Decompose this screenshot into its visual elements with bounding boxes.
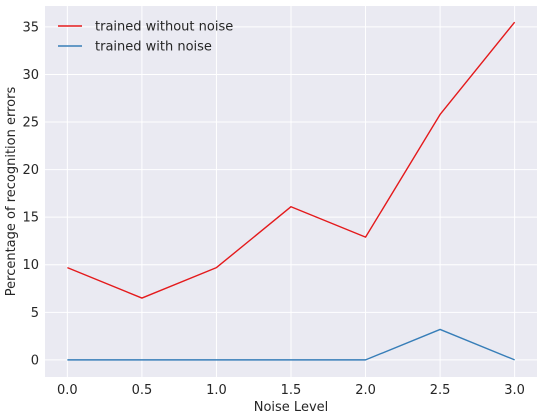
x-tick-label: 1.0 — [206, 383, 227, 398]
y-tick-label: 20 — [22, 163, 39, 178]
x-axis-label: Noise Level — [254, 400, 329, 413]
y-tick-label: 5 — [31, 306, 39, 321]
x-tick-label: 2.0 — [355, 383, 376, 398]
x-tick-label: 0.5 — [132, 383, 153, 398]
x-tick-label: 1.5 — [281, 383, 302, 398]
y-tick-label: 10 — [22, 258, 39, 273]
y-tick-label: 25 — [22, 116, 39, 131]
series-layer — [67, 21, 516, 361]
y-tick-label: 0 — [31, 353, 39, 368]
y-tick-label: 15 — [22, 211, 39, 226]
x-tick-label: 0.0 — [57, 383, 78, 398]
series-line-1 — [67, 21, 516, 299]
y-tick-label: 30 — [22, 68, 39, 83]
y-axis-label: Percentage of recognition errors — [4, 87, 19, 297]
y-axis-ticks: 0 5 10 15 20 25 30 35 — [22, 20, 39, 368]
legend-label-2: trained with noise — [95, 40, 212, 55]
legend-label-1: trained without noise — [95, 20, 233, 35]
x-tick-label: 2.5 — [430, 383, 451, 398]
y-tick-label: 35 — [22, 20, 39, 35]
x-tick-label: 3.0 — [504, 383, 525, 398]
x-axis-ticks: 0.0 0.5 1.0 1.5 2.0 2.5 3.0 — [57, 383, 525, 398]
series-line-2 — [67, 328, 515, 361]
legend: trained without noise trained with noise — [58, 20, 233, 55]
